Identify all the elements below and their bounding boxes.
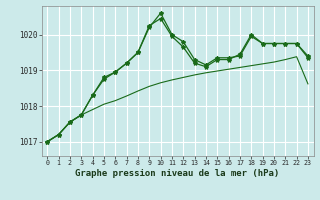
X-axis label: Graphe pression niveau de la mer (hPa): Graphe pression niveau de la mer (hPa): [76, 169, 280, 178]
